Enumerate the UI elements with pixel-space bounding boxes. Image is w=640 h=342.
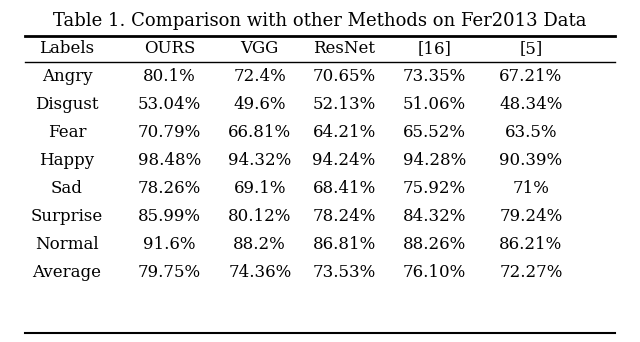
Text: 74.36%: 74.36% — [228, 264, 291, 281]
Text: Table 1. Comparison with other Methods on Fer2013 Data: Table 1. Comparison with other Methods o… — [53, 12, 587, 30]
Text: 94.32%: 94.32% — [228, 152, 291, 169]
Text: 73.35%: 73.35% — [403, 68, 466, 85]
Text: 91.6%: 91.6% — [143, 236, 196, 253]
Text: Normal: Normal — [35, 236, 99, 253]
Text: Disgust: Disgust — [35, 96, 99, 113]
Text: Happy: Happy — [40, 152, 95, 169]
Text: 73.53%: 73.53% — [312, 264, 376, 281]
Text: 68.41%: 68.41% — [312, 180, 376, 197]
Text: 70.79%: 70.79% — [138, 124, 201, 141]
Text: 86.81%: 86.81% — [312, 236, 376, 253]
Text: 90.39%: 90.39% — [499, 152, 563, 169]
Text: Average: Average — [33, 264, 102, 281]
Text: 85.99%: 85.99% — [138, 208, 201, 225]
Text: 70.65%: 70.65% — [312, 68, 376, 85]
Text: Surprise: Surprise — [31, 208, 103, 225]
Text: 88.26%: 88.26% — [403, 236, 466, 253]
Text: 78.26%: 78.26% — [138, 180, 201, 197]
Text: 80.12%: 80.12% — [228, 208, 291, 225]
Text: 63.5%: 63.5% — [504, 124, 557, 141]
Text: 72.27%: 72.27% — [499, 264, 563, 281]
Text: 72.4%: 72.4% — [234, 68, 286, 85]
Text: VGG: VGG — [241, 40, 279, 57]
Text: 64.21%: 64.21% — [312, 124, 376, 141]
Text: OURS: OURS — [144, 40, 195, 57]
Text: 51.06%: 51.06% — [403, 96, 466, 113]
Text: Angry: Angry — [42, 68, 92, 85]
Text: 84.32%: 84.32% — [403, 208, 466, 225]
Text: 78.24%: 78.24% — [312, 208, 376, 225]
Text: 79.75%: 79.75% — [138, 264, 201, 281]
Text: 86.21%: 86.21% — [499, 236, 563, 253]
Text: 75.92%: 75.92% — [403, 180, 466, 197]
Text: 52.13%: 52.13% — [312, 96, 376, 113]
Text: ResNet: ResNet — [313, 40, 375, 57]
Text: Fear: Fear — [48, 124, 86, 141]
Text: 49.6%: 49.6% — [234, 96, 286, 113]
Text: 88.2%: 88.2% — [234, 236, 286, 253]
Text: 67.21%: 67.21% — [499, 68, 563, 85]
Text: 80.1%: 80.1% — [143, 68, 196, 85]
Text: 79.24%: 79.24% — [499, 208, 563, 225]
Text: 65.52%: 65.52% — [403, 124, 466, 141]
Text: Sad: Sad — [51, 180, 83, 197]
Text: 94.28%: 94.28% — [403, 152, 466, 169]
Text: 94.24%: 94.24% — [312, 152, 376, 169]
Text: 76.10%: 76.10% — [403, 264, 466, 281]
Text: [16]: [16] — [417, 40, 451, 57]
Text: 53.04%: 53.04% — [138, 96, 201, 113]
Text: 71%: 71% — [513, 180, 549, 197]
Text: 69.1%: 69.1% — [234, 180, 286, 197]
Text: 48.34%: 48.34% — [499, 96, 563, 113]
Text: [5]: [5] — [519, 40, 543, 57]
Text: 66.81%: 66.81% — [228, 124, 291, 141]
Text: Labels: Labels — [40, 40, 95, 57]
Text: 98.48%: 98.48% — [138, 152, 201, 169]
